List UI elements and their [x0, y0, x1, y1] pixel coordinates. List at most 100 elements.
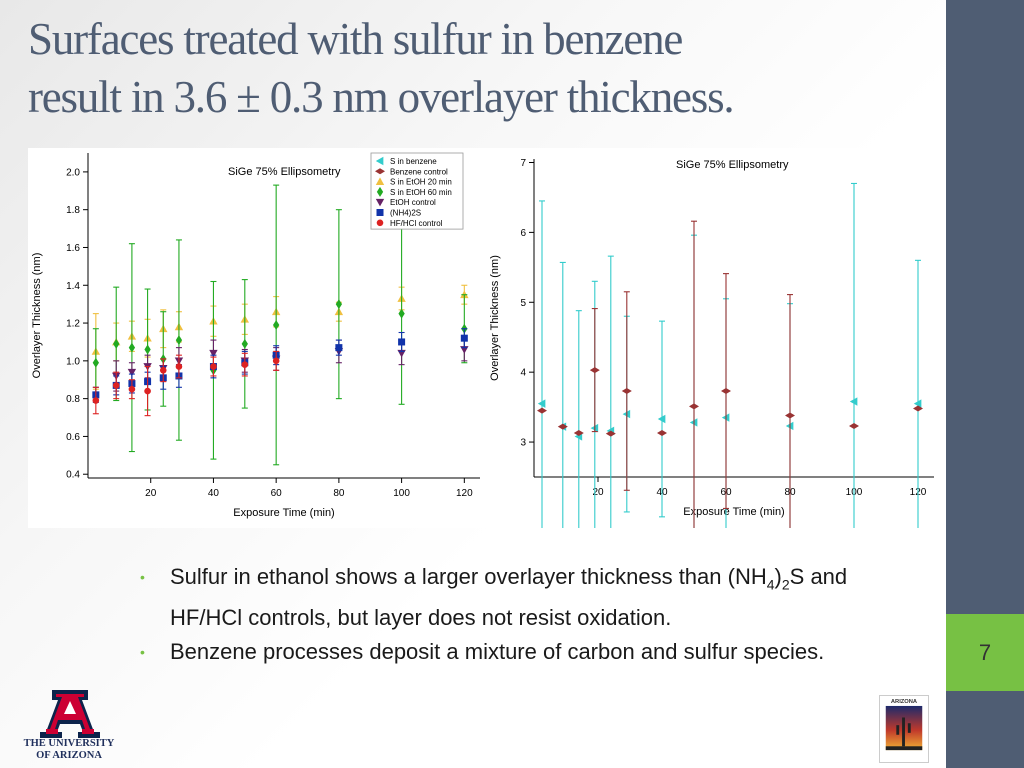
- legend-marker: [375, 156, 384, 166]
- legend-marker: [376, 219, 384, 227]
- data-point: [913, 405, 923, 412]
- chart-title: SiGe 75% Ellipsometry: [676, 159, 789, 171]
- data-point: [273, 319, 280, 330]
- data-point: [92, 357, 99, 368]
- data-point: [460, 334, 468, 342]
- chart-left: 0.4 0.6 0.8 1.0 1.2 1.4 1.6 1.8 2.0 20 40 60 80 100 12…: [28, 148, 490, 528]
- data-point: [241, 361, 249, 368]
- chart-left-svg: 0.4 0.6 0.8 1.0 1.2 1.4 1.6 1.8 2.0 20 40 60 80 100 12…: [31, 152, 480, 519]
- y-tick-label: 2.0: [66, 167, 80, 178]
- legend-marker: [375, 177, 385, 185]
- data-point: [573, 429, 584, 436]
- data-point: [128, 385, 136, 393]
- data-point: [557, 423, 568, 430]
- y-tick-label: 6: [520, 228, 526, 239]
- data-point: [657, 429, 667, 436]
- title-line-2: result in 3.6 ± 0.3 nm overlayer thickne…: [28, 72, 735, 122]
- y-tick-label: 0.8: [66, 394, 80, 405]
- data-point: [689, 403, 699, 410]
- data-point: [92, 397, 100, 404]
- x-tick-label: 60: [271, 488, 283, 499]
- data-point: [721, 388, 731, 395]
- y-tick-label: 5: [520, 298, 526, 309]
- data-point: [398, 338, 406, 346]
- y-tick-label: 0.6: [66, 432, 80, 443]
- university-logo-icon: [40, 690, 100, 738]
- legend-label: Benzene control: [390, 167, 448, 176]
- data-point: [621, 388, 632, 395]
- y-tick-label: 3: [520, 438, 526, 449]
- chart-right: 3 4 5 6 7 20 40 60 80 100 120 Exposure Time (min) Ov…: [488, 148, 938, 528]
- legend-label: HF/HCl control: [390, 219, 443, 228]
- data-point: [175, 335, 183, 346]
- bullet-item-2: • Benzene processes deposit a mixture of…: [138, 635, 858, 669]
- data-point: [159, 366, 167, 374]
- x-axis-label: Exposure Time (min): [233, 507, 334, 519]
- y-tick-label: 1.8: [66, 205, 80, 216]
- page-number: 7: [978, 639, 992, 665]
- title-line-1: Surfaces treated with sulfur in benzene: [28, 14, 683, 64]
- space-grant-logo-icon: ARIZONA: [879, 695, 929, 763]
- data-point: [589, 367, 600, 374]
- x-axis-label: Exposure Time (min): [683, 506, 784, 518]
- x-tick-label: 20: [145, 488, 157, 499]
- data-point: [913, 399, 922, 408]
- data-point: [210, 363, 217, 370]
- data-point: [127, 368, 137, 377]
- x-tick-label: 120: [456, 488, 473, 499]
- x-tick-label: 40: [208, 488, 220, 499]
- legend-marker: [375, 168, 385, 175]
- logo2-text: ARIZONA: [891, 699, 917, 705]
- bullet-marker: •: [140, 569, 145, 585]
- legend-label: EtOH control: [390, 198, 436, 207]
- legend-marker: [376, 186, 384, 197]
- bullet-marker: •: [140, 644, 145, 661]
- y-tick-label: 1.4: [66, 281, 80, 292]
- bullet-text-1: Sulfur in ethanol shows a larger overlay…: [170, 564, 848, 631]
- legend-box: [370, 152, 464, 230]
- y-axis-label: Overlayer Thickness (nm): [489, 255, 501, 381]
- data-point: [335, 299, 343, 310]
- legend-marker: [376, 209, 384, 216]
- bullet-text-2: Benzene processes deposit a mixture of c…: [170, 639, 825, 665]
- legend-label: (NH4)2S: [390, 209, 421, 218]
- data-point: [209, 349, 218, 358]
- data-point: [398, 308, 405, 319]
- data-point: [335, 344, 343, 352]
- data-point: [849, 397, 858, 406]
- y-tick-label: 1.2: [66, 319, 80, 330]
- data-point: [112, 382, 120, 389]
- y-tick-label: 1.0: [66, 356, 80, 367]
- legend-label: S in EtOH 20 min: [390, 178, 452, 187]
- y-tick-label: 0.4: [66, 470, 80, 481]
- data-point: [657, 414, 666, 424]
- y-tick-label: 1.6: [66, 243, 80, 254]
- data-point: [175, 363, 183, 370]
- y-tick-label: 7: [520, 158, 526, 169]
- university-logo-text: THE UNIVERSITY OF ARIZONA: [23, 738, 115, 761]
- legend-marker: [375, 198, 385, 207]
- slide-title: Surfaces treated with sulfur in benzene …: [28, 10, 928, 126]
- data-point: [537, 399, 546, 408]
- legend-label: S in EtOH 60 min: [390, 188, 452, 197]
- data-point: [144, 344, 151, 355]
- data-point: [128, 342, 136, 353]
- data-point: [785, 412, 795, 419]
- legend-label: S in benzene: [390, 157, 437, 166]
- y-axis-label: Overlayer Thickness (nm): [31, 253, 43, 379]
- x-tick-label: 20: [592, 487, 604, 498]
- data-point: [605, 430, 616, 437]
- data-point: [144, 387, 151, 395]
- x-tick-label: 80: [333, 488, 345, 499]
- page-number-box: 7: [946, 614, 1024, 691]
- data-point: [113, 338, 120, 349]
- bullet-list: • Sulfur in ethanol shows a larger overl…: [138, 560, 858, 669]
- data-point: [849, 422, 859, 429]
- data-point: [241, 338, 248, 349]
- bullet-item-1: • Sulfur in ethanol shows a larger overl…: [138, 560, 858, 635]
- data-point: [537, 407, 547, 414]
- y-tick-label: 4: [520, 368, 526, 379]
- data-point: [272, 357, 280, 365]
- chart-title: SiGe 75% Ellipsometry: [228, 166, 341, 178]
